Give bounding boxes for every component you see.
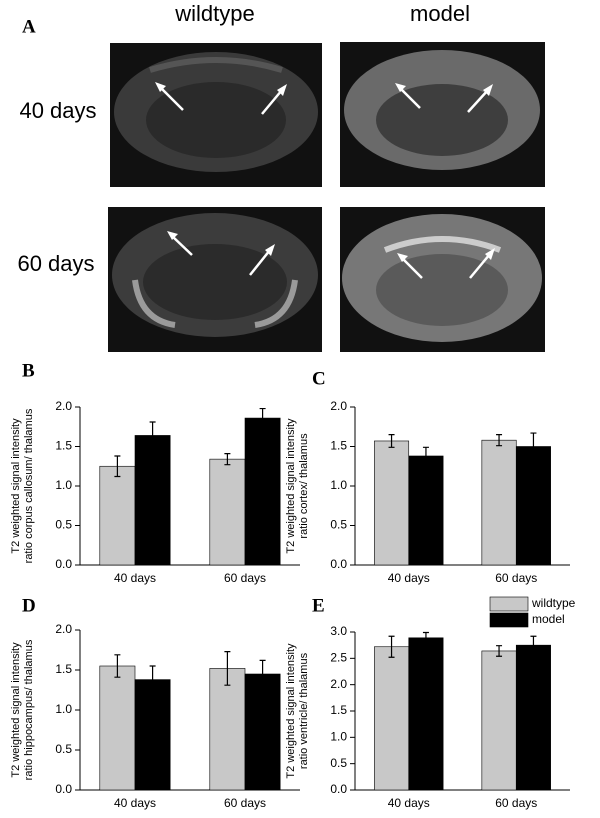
y-axis-label: ratio hippocampus/ thalamus: [23, 639, 35, 780]
y-tick-label: 1.0: [55, 478, 72, 492]
panel-letter: D: [22, 595, 36, 616]
y-axis-label: T2 weighted signal intensity: [10, 642, 22, 778]
bar: [515, 446, 551, 566]
x-tick-label: 60 days: [495, 796, 537, 810]
bar: [481, 650, 517, 791]
error-bar: [149, 665, 156, 694]
y-tick-label: 1.5: [55, 662, 72, 676]
y-tick-label: 0.5: [330, 756, 347, 770]
error-bar: [388, 434, 395, 448]
x-tick-label: 60 days: [224, 571, 266, 585]
panel-letter: A: [22, 16, 36, 37]
y-axis-label: T2 weighted signal intensity: [10, 418, 22, 554]
error-bar: [422, 631, 429, 644]
bar: [134, 679, 171, 791]
bar: [209, 458, 246, 566]
y-tick-label: 1.0: [330, 478, 347, 492]
y-tick-label: 0.5: [330, 518, 347, 532]
column-label: model: [410, 1, 470, 26]
mri-image: [108, 207, 322, 352]
error-bar: [496, 434, 503, 447]
panel-letter: B: [22, 360, 35, 381]
y-tick-label: 1.5: [330, 439, 347, 453]
mri-image: [340, 207, 545, 352]
bar: [244, 417, 281, 566]
x-tick-label: 40 days: [388, 571, 430, 585]
y-axis-label: T2 weighted signal intensity: [285, 418, 297, 554]
legend-label: wildtype: [531, 596, 576, 610]
bar: [244, 673, 281, 791]
x-tick-label: 60 days: [224, 796, 266, 810]
y-tick-label: 2.0: [55, 399, 72, 413]
error-bar: [422, 446, 429, 466]
x-tick-label: 60 days: [495, 571, 537, 585]
mri-image: [110, 43, 322, 187]
bar: [99, 465, 136, 566]
error-bar: [259, 407, 266, 429]
y-tick-label: 1.0: [55, 702, 72, 716]
y-axis-label: T2 weighted signal intensity: [285, 643, 297, 779]
error-bar: [114, 654, 121, 678]
bar: [134, 435, 171, 566]
error-bar: [259, 659, 266, 689]
x-tick-label: 40 days: [114, 796, 156, 810]
error-bar: [388, 635, 395, 658]
y-tick-label: 0.0: [55, 557, 72, 571]
bar: [209, 668, 246, 791]
mri-image: [340, 42, 545, 187]
y-tick-label: 2.0: [330, 399, 347, 413]
error-bar: [530, 432, 537, 461]
bar: [515, 644, 551, 791]
bar: [374, 646, 410, 791]
bar: [408, 455, 444, 566]
panel-letter: C: [312, 368, 326, 389]
panel-letter: E: [312, 595, 325, 616]
error-bar: [114, 455, 121, 478]
error-bar: [149, 421, 156, 450]
bar: [408, 637, 444, 791]
y-tick-label: 2.0: [55, 622, 72, 636]
error-bar: [496, 645, 503, 657]
error-bar: [224, 453, 231, 466]
y-tick-label: 0.5: [55, 518, 72, 532]
row-label: 40 days: [19, 98, 96, 123]
legend-swatch: [489, 612, 529, 628]
y-tick-label: 0.0: [330, 782, 347, 796]
error-bar: [224, 651, 231, 686]
legend-swatch: [489, 596, 529, 612]
y-tick-label: 1.0: [330, 730, 347, 744]
y-tick-label: 2.5: [330, 651, 347, 665]
x-tick-label: 40 days: [388, 796, 430, 810]
x-tick-label: 40 days: [114, 571, 156, 585]
y-tick-label: 1.5: [55, 439, 72, 453]
error-bar: [530, 635, 537, 655]
y-tick-label: 1.5: [330, 703, 347, 717]
bar: [481, 439, 517, 566]
row-label: 60 days: [17, 251, 94, 276]
y-axis-label: ratio cortex/ thalamus: [298, 433, 310, 539]
y-tick-label: 2.0: [330, 677, 347, 691]
bar: [99, 665, 136, 791]
y-tick-label: 0.5: [55, 742, 72, 756]
y-axis-label: ratio corpus callosum/ thalamus: [23, 408, 35, 563]
bar: [374, 440, 410, 566]
column-label: wildtype: [174, 1, 254, 26]
y-tick-label: 0.0: [330, 557, 347, 571]
y-axis-label: ratio ventricle/ thalamus: [298, 652, 310, 769]
y-tick-label: 0.0: [55, 782, 72, 796]
legend-label: model: [532, 612, 565, 626]
y-tick-label: 3.0: [330, 624, 347, 638]
